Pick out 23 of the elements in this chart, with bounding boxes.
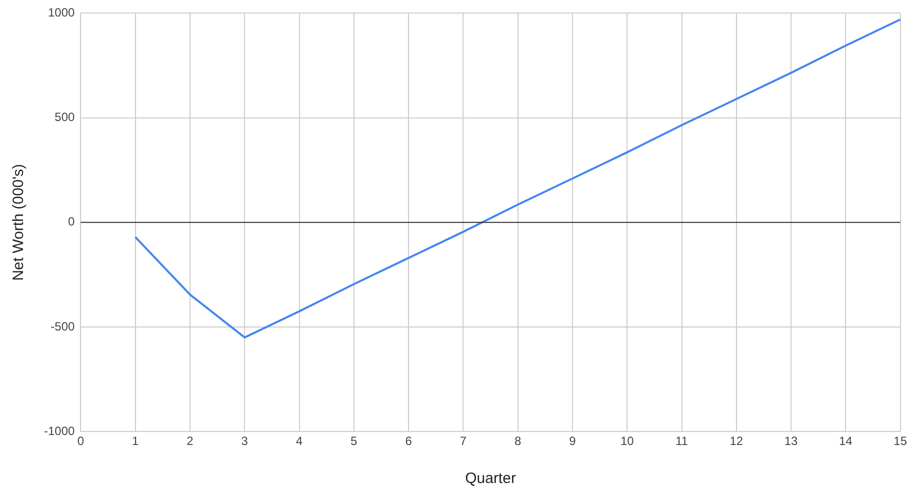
x-tick-label: 3: [241, 434, 248, 448]
x-tick-label: 8: [514, 434, 522, 448]
x-tick-label: 12: [730, 434, 744, 448]
x-tick-label: 1: [132, 434, 139, 448]
x-tick-label: 6: [405, 434, 412, 448]
x-tick-label: 13: [784, 434, 798, 448]
x-tick-label: 4: [296, 434, 303, 448]
y-axis-title: Net Worth (000's): [10, 164, 28, 281]
y-tick-label: 1000: [48, 6, 76, 20]
x-tick-label: 11: [676, 434, 688, 448]
x-tick-label: 9: [569, 434, 576, 448]
y-tick-label: 500: [54, 110, 76, 124]
y-tick-label: -500: [50, 319, 76, 334]
x-tick-label: 5: [350, 434, 358, 448]
y-tick-label: 0: [68, 214, 76, 229]
x-tick-label: 15: [894, 434, 908, 448]
y-tick-label: -1000: [44, 424, 76, 438]
x-tick-label: 14: [839, 434, 853, 448]
x-tick-label: 10: [620, 434, 634, 448]
x-tick-label: 7: [460, 434, 467, 448]
x-axis-title: Quarter: [465, 470, 516, 488]
x-tick-label: 2: [186, 434, 194, 448]
x-tick-label: 0: [77, 434, 84, 448]
